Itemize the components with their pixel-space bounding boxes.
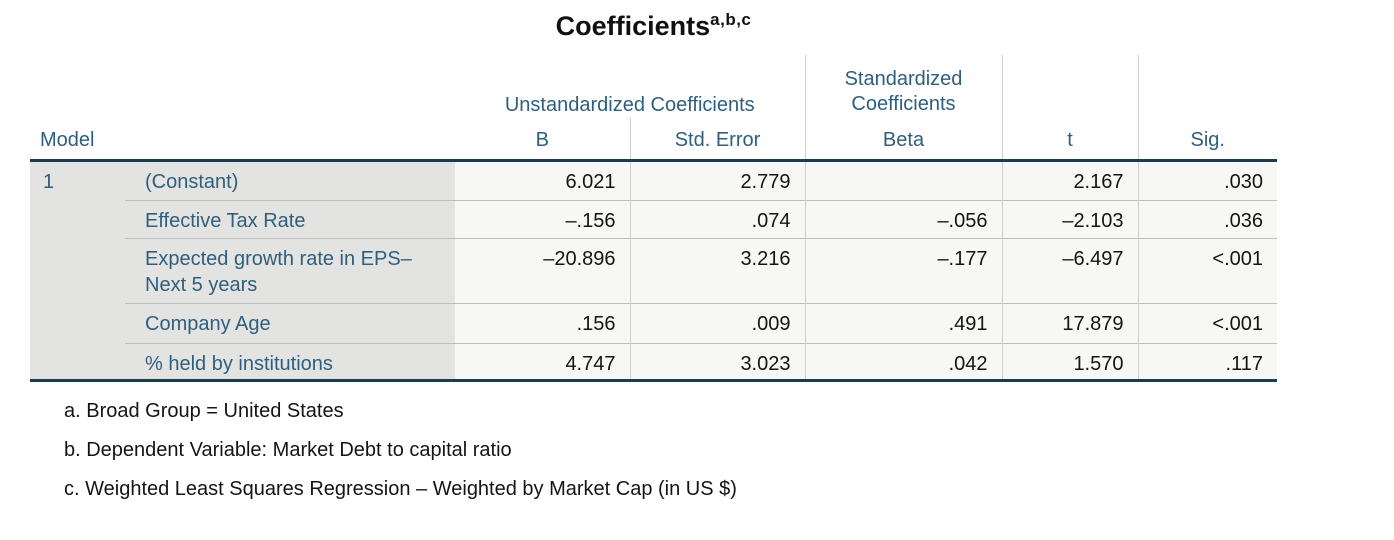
table-title-footnote-marks: a,b,c [710,10,752,29]
cell-t: –2.103 [1001,200,1138,239]
footnote-a: a. Broad Group = United States [64,400,344,422]
table-title-text: Coefficients [555,11,711,41]
table-title: Coefficientsa,b,c [30,10,1277,42]
table-header: Unstandardized Coefficients Standardized… [30,55,1277,162]
header-sig: Sig. [1137,118,1277,162]
footnotes: a. Broad Group = United States b. Depend… [64,398,1394,502]
group-header-row: Unstandardized Coefficients Standardized… [30,55,1277,118]
cell-std-error: .074 [629,200,805,239]
cell-b: 4.747 [455,343,630,381]
header-std-error: Std. Error [629,118,805,162]
cell-t: 17.879 [1001,303,1138,344]
cell-t: 2.167 [1001,160,1138,201]
footnote-b: b. Dependent Variable: Market Debt to ca… [64,439,512,461]
cell-beta: –.177 [804,238,1002,304]
header-model: Model [30,118,455,162]
header-b: B [455,118,630,162]
header-standardized-line2: Coefficients [851,93,956,115]
cell-std-error: .009 [629,303,805,344]
table-row-constant: 1 (Constant) 6.021 2.779 2.167 .030 [30,160,1277,381]
cell-b: –.156 [455,200,630,239]
column-header-row: Model B Std. Error Beta t Sig. [30,118,1277,162]
cell-sig: <.001 [1137,238,1277,304]
header-standardized-coefficients: Standardized Coefficients [804,55,1002,118]
cell-b: 6.021 [455,160,630,201]
cell-std-error: 2.779 [629,160,805,201]
cell-std-error: 3.216 [629,238,805,304]
table-body: 1 (Constant) 6.021 2.779 2.167 .030 Effe… [30,160,1277,381]
cell-beta [804,160,1002,201]
cell-beta: –.056 [804,200,1002,239]
table-row-held-by-institutions: % held by institutions 4.747 3.023 .042 … [30,343,1277,381]
cell-t: 1.570 [1001,343,1138,381]
footnote-c: c. Weighted Least Squares Regression – W… [64,478,737,500]
header-beta: Beta [804,118,1002,162]
cell-sig: .117 [1137,343,1277,381]
table-row-effective-tax-rate: Effective Tax Rate –.156 .074 –.056 –2.1… [30,200,1277,239]
cell-sig: <.001 [1137,303,1277,344]
row-label: Effective Tax Rate [125,200,455,239]
cell-b: .156 [455,303,630,344]
cell-sig: .036 [1137,200,1277,239]
row-label: % held by institutions [125,343,455,381]
coefficients-table: Unstandardized Coefficients Standardized… [30,55,1277,382]
cell-t: –6.497 [1001,238,1138,304]
header-t: t [1001,118,1138,162]
cell-std-error: 3.023 [629,343,805,381]
row-label: (Constant) [125,160,455,201]
cell-sig: .030 [1137,160,1277,201]
header-spacer-t [1001,55,1138,118]
table-row-expected-growth-rate: Expected growth rate in EPS– Next 5 year… [30,238,1277,304]
cell-beta: .491 [804,303,1002,344]
header-unstandardized-coefficients: Unstandardized Coefficients [504,94,755,116]
cell-beta: .042 [804,343,1002,381]
model-number-cell: 1 [30,160,125,381]
header-standardized-line1: Standardized [844,68,963,90]
cell-b: –20.896 [455,238,630,304]
table-row-company-age: Company Age .156 .009 .491 17.879 <.001 [30,303,1277,344]
row-label: Company Age [125,303,455,344]
header-spacer-sig [1137,55,1277,118]
row-label: Expected growth rate in EPS– Next 5 year… [125,238,455,304]
header-spacer [30,55,455,118]
